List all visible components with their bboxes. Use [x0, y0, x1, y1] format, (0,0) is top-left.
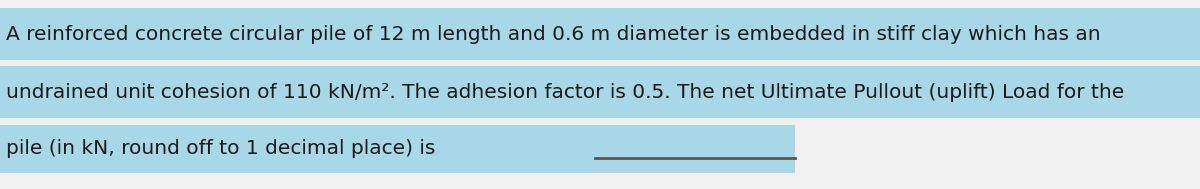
Bar — [0, 125, 796, 173]
Text: undrained unit cohesion of 110 kN/m². The adhesion factor is 0.5. The net Ultima: undrained unit cohesion of 110 kN/m². Th… — [6, 84, 1124, 102]
Text: A reinforced concrete circular pile of 12 m length and 0.6 m diameter is embedde: A reinforced concrete circular pile of 1… — [6, 26, 1100, 44]
Bar — [0, 66, 1200, 118]
Bar — [0, 8, 1200, 60]
Text: pile (in kN, round off to 1 decimal place) is: pile (in kN, round off to 1 decimal plac… — [6, 139, 436, 159]
